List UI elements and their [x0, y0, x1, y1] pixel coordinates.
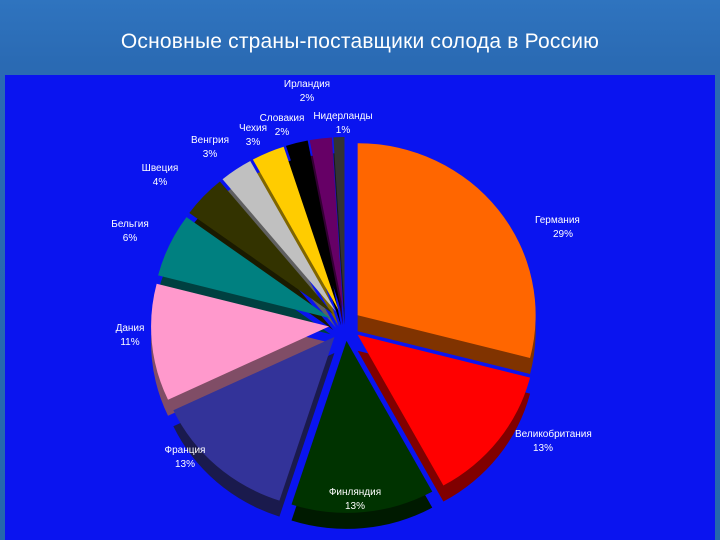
slice-12-label: Нидерланды — [313, 111, 372, 122]
slice-11-value-label: 2% — [300, 93, 315, 104]
slice-5 — [151, 283, 330, 400]
slice-11 — [309, 137, 343, 310]
slice-5-value-label: 11% — [120, 337, 139, 348]
slice-2-label: Великобритания — [515, 428, 592, 440]
slice-1-label: Германия — [535, 215, 580, 226]
slice-9-label: Чехия — [239, 123, 267, 134]
slice-8 — [222, 161, 337, 312]
slice-7-label: Швеция — [142, 163, 179, 174]
slice-6 — [158, 217, 331, 319]
slice-3-value-label: 13% — [345, 501, 365, 512]
slice-10 — [286, 140, 342, 310]
pie-chart: Германия 29% Великобритания 13% Финляндия 13%… — [111, 79, 592, 529]
slice-6-value-label: 6% — [123, 233, 138, 244]
slice-4 — [173, 337, 335, 501]
slice-7 — [189, 181, 334, 315]
slice-11-label: Ирландия — [284, 79, 330, 90]
slice-8-value-label: 3% — [203, 149, 218, 160]
slice-4-label: Франция — [165, 445, 206, 456]
slice-5-label: Дания — [116, 323, 145, 334]
slice-12-value-label: 1% — [336, 125, 351, 136]
slice-10-value-label: 2% — [275, 127, 290, 138]
slide-title: Основные страны-поставщики солода в Росс… — [120, 30, 600, 53]
slice-2 — [357, 334, 531, 486]
slice-12 — [333, 137, 345, 310]
slice-7-value-label: 4% — [153, 177, 168, 188]
slice-2-value-label: 13% — [533, 443, 553, 454]
slice-3 — [291, 340, 433, 513]
pie-labels: Германия 29% Великобритания 13% Финляндия 13%… — [111, 79, 592, 512]
pie-slices — [151, 137, 536, 513]
slice-9-value-label: 3% — [246, 137, 261, 148]
slice-1 — [357, 143, 536, 358]
chart-plot-area: Германия 29% Великобритания 13% Финляндия 13%… — [5, 75, 715, 540]
slice-3-label: Финляндия — [329, 487, 381, 498]
slice-9 — [252, 146, 339, 311]
slice-4-value-label: 13% — [175, 459, 195, 470]
slice-6-label: Бельгия — [111, 219, 149, 230]
slice-10-label: Словакия — [260, 113, 305, 124]
slice-1-value-label: 29% — [553, 229, 573, 240]
slice-8-label: Венгрия — [191, 135, 229, 146]
